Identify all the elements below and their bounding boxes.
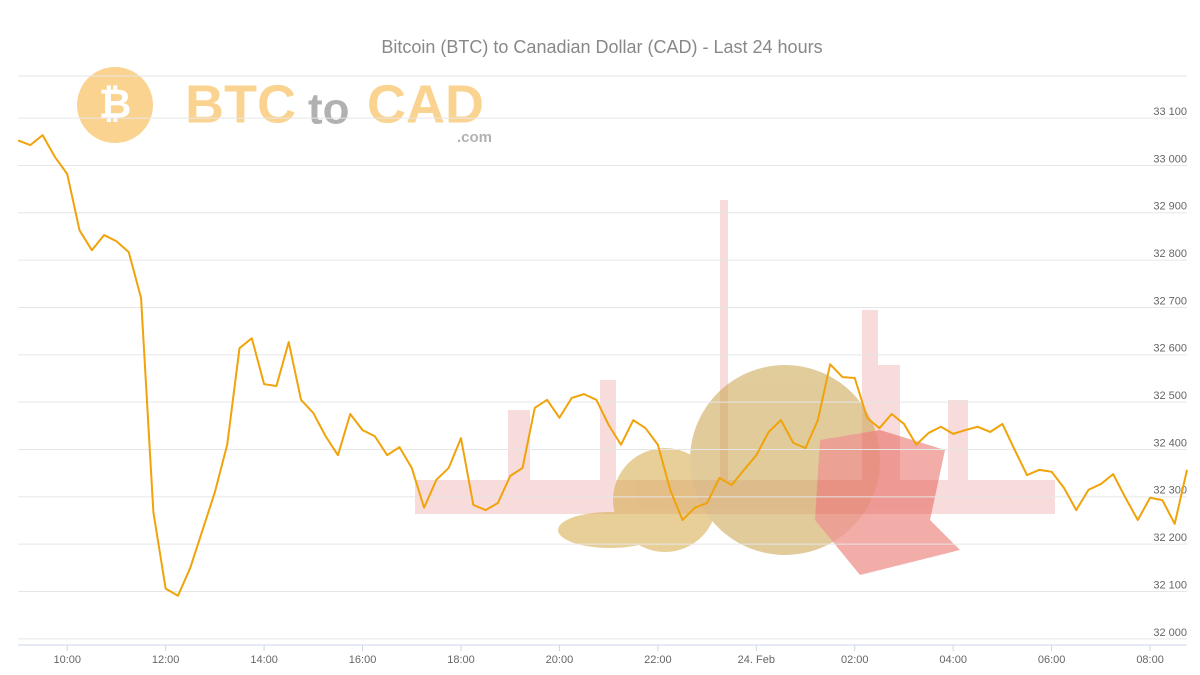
logo-text: BTC [185, 74, 296, 134]
y-tick-label: 32 500 [1153, 390, 1187, 402]
line-series [17, 134, 1188, 597]
svg-text:₿: ₿ [99, 83, 132, 127]
x-tick-label: 14:00 [250, 654, 278, 666]
y-tick-label: 33 000 [1153, 153, 1187, 165]
chart-title: Bitcoin (BTC) to Canadian Dollar (CAD) -… [381, 37, 822, 57]
x-tick-label: 20:00 [546, 654, 574, 666]
y-tick-label: 32 600 [1153, 343, 1187, 355]
y-tick-label: 32 100 [1153, 579, 1187, 591]
x-tick-label: 10:00 [53, 654, 81, 666]
logo: ₿ BTC to CAD .com [77, 67, 492, 146]
y-tick-label: 33 100 [1153, 106, 1187, 118]
y-tick-label: 32 400 [1153, 437, 1187, 449]
y-tick-label: 32 800 [1153, 248, 1187, 260]
x-tick-label: 04:00 [939, 654, 967, 666]
y-tick-label: 32 200 [1153, 532, 1187, 544]
logo-domain: .com [457, 129, 492, 146]
x-tick-label: 02:00 [841, 654, 869, 666]
y-tick-label: 32 000 [1153, 627, 1187, 639]
logo-text: CAD [367, 74, 484, 134]
y-tick-label: 32 900 [1153, 201, 1187, 213]
y-tick-label: 32 300 [1153, 485, 1187, 497]
x-tick-label: 08:00 [1136, 654, 1164, 666]
x-tick-label: 12:00 [152, 654, 180, 666]
y-tick-label: 32 700 [1153, 295, 1187, 307]
x-tick-label: 16:00 [349, 654, 377, 666]
x-tick-label: 18:00 [447, 654, 475, 666]
x-tick-label: 22:00 [644, 654, 672, 666]
coins [558, 365, 960, 575]
x-tick-label: 24. Feb [738, 654, 775, 666]
logo-text: to [308, 85, 350, 134]
x-tick-label: 06:00 [1038, 654, 1066, 666]
